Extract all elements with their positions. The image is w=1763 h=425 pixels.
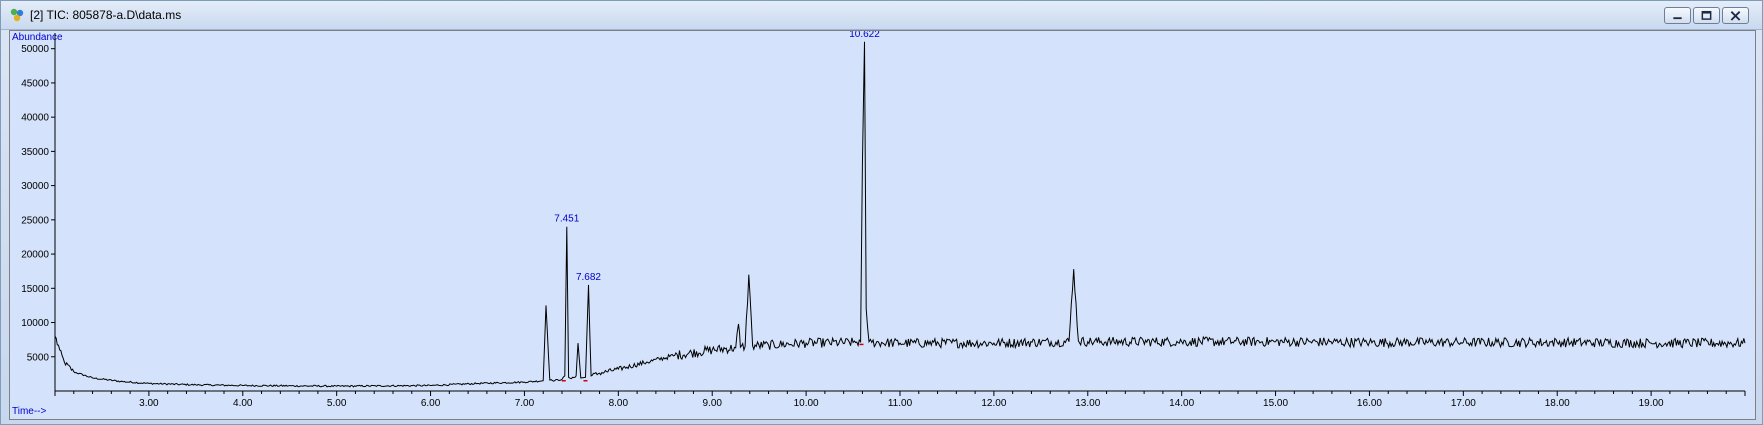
axes (54, 33, 1745, 392)
y-tick-label: 35000 (21, 147, 49, 158)
y-tick-label: 30000 (21, 181, 49, 192)
close-icon (1730, 11, 1741, 21)
peak-label: 7.682 (576, 272, 601, 283)
x-tick-label: 14.00 (1169, 398, 1194, 409)
plot-area[interactable]: 5000 10000 15000 20000 25000 30000 35000 40000 4… (9, 29, 1756, 420)
peak-label: 7.451 (554, 214, 579, 225)
x-tick-label: 16.00 (1357, 398, 1382, 409)
y-tick-label: 20000 (21, 250, 49, 261)
close-button[interactable] (1722, 7, 1749, 24)
minimize-button[interactable] (1664, 7, 1691, 24)
chemstation-app-icon (10, 8, 24, 22)
x-tick-label: 11.00 (888, 398, 913, 409)
x-tick-label: 8.00 (609, 398, 629, 409)
x-tick-label: 4.00 (233, 398, 253, 409)
tic-trace (54, 41, 1746, 388)
x-axis-ticks: 3.00 4.00 5.00 6.00 7.00 8.00 9.00 10.00 11.00 12… (54, 391, 1746, 409)
x-tick-label: 17.00 (1451, 398, 1476, 409)
y-tick-label: 10000 (21, 318, 49, 329)
x-tick-label: 5.00 (327, 398, 347, 409)
y-tick-label: 40000 (21, 113, 49, 124)
x-tick-label: 10.00 (794, 398, 819, 409)
x-tick-label: 15.00 (1263, 398, 1288, 409)
y-tick-label: 45000 (21, 78, 49, 89)
x-tick-label: 19.00 (1639, 398, 1664, 409)
peak-labels: 7.451 7.682 10.622 (554, 29, 880, 382)
y-tick-label: 15000 (21, 284, 49, 295)
window-title: [2] TIC: 805878-a.D\data.ms (30, 8, 182, 22)
x-tick-label: 3.00 (139, 398, 159, 409)
title-bar[interactable]: [2] TIC: 805878-a.D\data.ms (1, 1, 1762, 30)
restore-icon (1701, 10, 1712, 20)
x-tick-label: 9.00 (702, 398, 722, 409)
restore-button[interactable] (1693, 7, 1720, 24)
peak-label: 10.622 (849, 31, 880, 40)
x-tick-label: 13.00 (1075, 398, 1100, 409)
x-tick-label: 12.00 (981, 398, 1006, 409)
x-axis-title: Time--> (12, 406, 47, 417)
y-tick-label: 50000 (21, 44, 49, 55)
y-axis-ticks: 5000 10000 15000 20000 25000 30000 35000 40000 4… (21, 44, 55, 363)
y-tick-label: 5000 (27, 352, 50, 363)
y-tick-label: 25000 (21, 215, 49, 226)
minimize-icon (1673, 17, 1682, 20)
y-axis-title: Abundance (12, 32, 63, 43)
x-tick-label: 6.00 (421, 398, 441, 409)
x-tick-label: 7.00 (515, 398, 535, 409)
chromatogram-chart[interactable]: 5000 10000 15000 20000 25000 30000 35000 40000 4… (10, 29, 1755, 419)
x-tick-label: 18.00 (1545, 398, 1570, 409)
